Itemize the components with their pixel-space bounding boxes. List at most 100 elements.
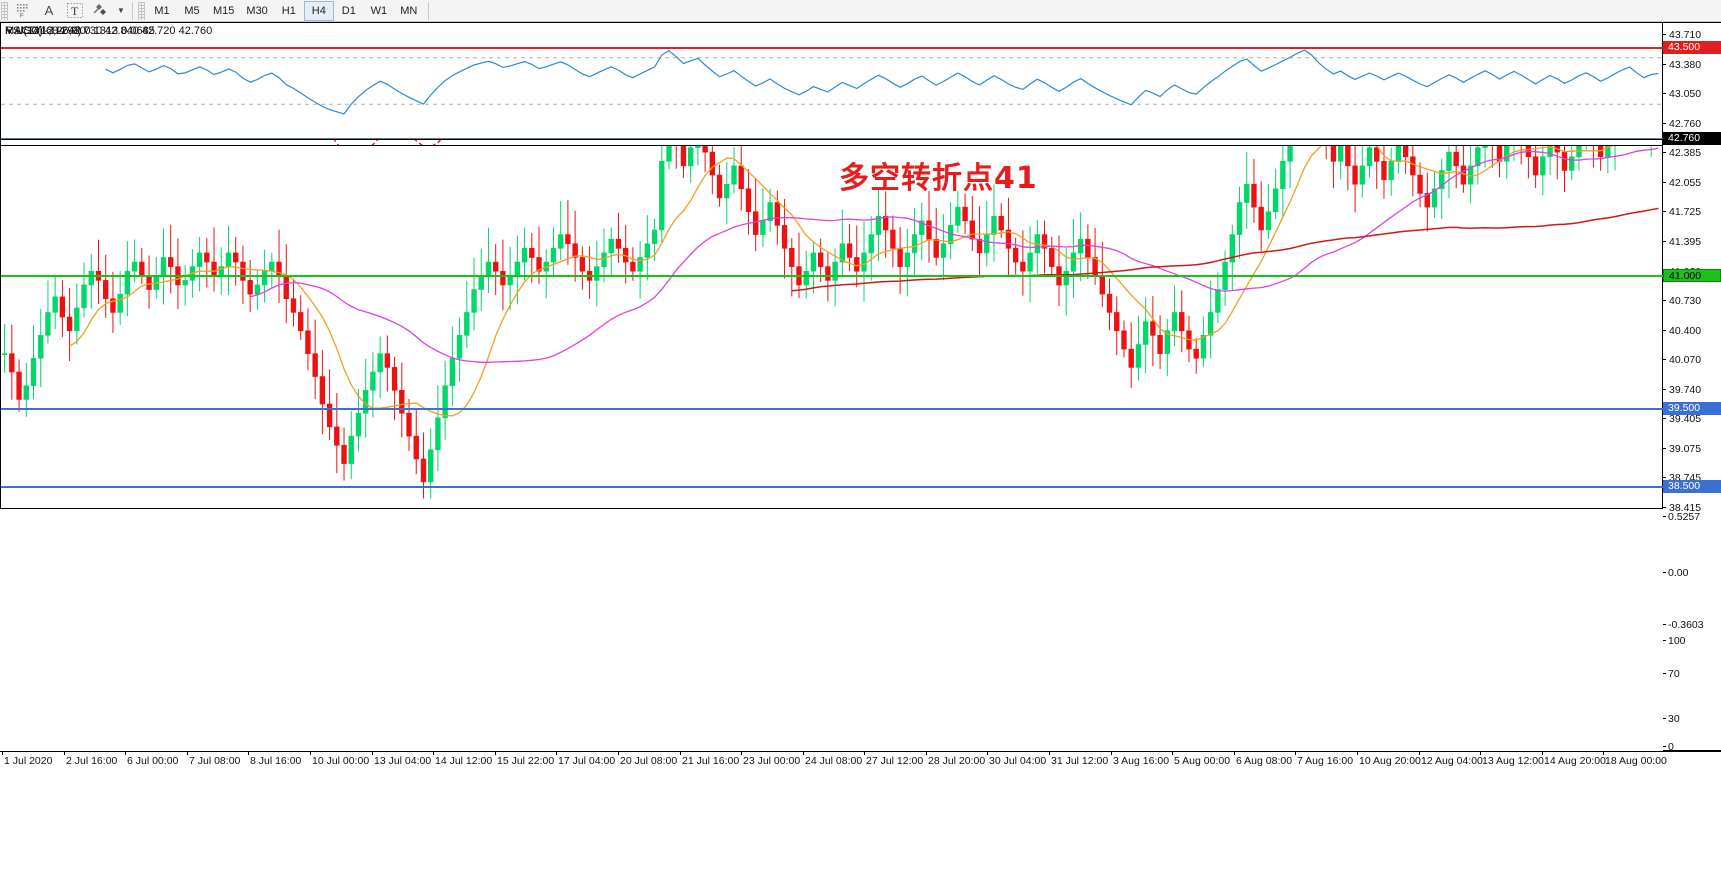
timeframe-h4[interactable]: H4 — [303, 0, 334, 21]
shapes-icon[interactable] — [88, 1, 114, 21]
timeframe-mn[interactable]: MN — [400, 4, 418, 17]
time-tick-label: 1 Jul 2020 — [4, 755, 53, 767]
time-axis[interactable]: 1 Jul 2020 2 Jul 16:00 6 Jul 00:00 7 Jul 08… — [0, 751, 1721, 775]
symbol-header: ▼ USOil-,H4 42.730 42.840 42.720 42.760 — [5, 25, 212, 37]
time-tick-mark — [1480, 752, 1481, 755]
price-level-label-39-500[interactable]: 39.500 — [1663, 402, 1721, 415]
timeframe-drag-handle[interactable] — [138, 1, 145, 20]
time-tick-label: 3 Aug 16:00 — [1113, 755, 1170, 767]
toolbar-drag-handle[interactable] — [1, 1, 8, 20]
time-tick-mark — [1049, 752, 1050, 755]
macd-header: MACD(12,26,9) 0.1313 0.0685 — [5, 25, 155, 37]
time-tick-mark — [1295, 752, 1296, 755]
chevron-down-icon[interactable]: ▼ — [117, 6, 125, 15]
price-level-label-38-500[interactable]: 38.500 — [1663, 480, 1721, 493]
time-tick-mark — [187, 752, 188, 755]
time-tick-label: 28 Jul 20:00 — [928, 755, 986, 767]
time-tick-label: 23 Jul 00:00 — [743, 755, 801, 767]
toolbar-separator — [132, 1, 133, 20]
time-tick-mark — [680, 752, 681, 755]
time-tick-mark — [64, 752, 65, 755]
price-scale[interactable]: 43.710 43.380 43.050 42.760 42.385 42.055 41.7… — [1663, 22, 1721, 753]
timeframe-m30[interactable]: M30 — [246, 4, 268, 17]
time-tick-label: 5 Aug 00:00 — [1174, 755, 1231, 767]
rsi-plot — [1, 49, 1662, 115]
time-tick-mark — [1234, 752, 1235, 755]
time-tick-mark — [1542, 752, 1543, 755]
time-tick-mark — [125, 752, 126, 755]
level-line-support-38500[interactable] — [1, 486, 1664, 488]
collapse-caret-icon[interactable]: ▼ — [5, 27, 13, 36]
rsi-panel[interactable]: RSI(14) 60.2980 — [0, 22, 1663, 140]
time-tick-label: 14 Jul 12:00 — [435, 755, 493, 767]
price-tick: 40.070 — [1663, 354, 1721, 366]
price-tick: 42.760 — [1663, 118, 1721, 130]
time-tick-label: 17 Jul 04:00 — [558, 755, 616, 767]
time-tick-label: 18 Aug 00:00 — [1605, 755, 1667, 767]
timeframe-m1[interactable]: M1 — [154, 4, 170, 17]
price-tick: 39.740 — [1663, 384, 1721, 396]
text-label-icon[interactable]: T — [62, 1, 88, 21]
time-tick-label: 14 Aug 20:00 — [1544, 755, 1606, 767]
level-line-last-42760 — [1, 138, 1664, 139]
time-tick-mark — [1357, 752, 1358, 755]
time-tick-label: 13 Aug 12:00 — [1482, 755, 1544, 767]
time-tick-mark — [372, 752, 373, 755]
time-tick-mark — [864, 752, 865, 755]
time-tick-mark — [2, 752, 3, 755]
time-tick-label: 2 Jul 16:00 — [66, 755, 118, 767]
price-tick: 43.050 — [1663, 88, 1721, 100]
time-tick-mark — [433, 752, 434, 755]
level-line-resistance-43500[interactable] — [1, 47, 1664, 49]
time-tick-label: 6 Aug 08:00 — [1236, 755, 1293, 767]
price-tick: 43.380 — [1663, 59, 1721, 71]
price-tick: 42.055 — [1663, 177, 1721, 189]
time-tick-label: 7 Aug 16:00 — [1297, 755, 1354, 767]
svg-text:T: T — [71, 4, 79, 18]
crosshair-f-icon[interactable]: F — [10, 1, 36, 21]
toolbar-separator-2 — [427, 1, 429, 20]
price-level-label-43-500[interactable]: 43.500 — [1663, 41, 1721, 54]
chart-area[interactable]: ▼ USOil-,H4 42.730 42.840 42.720 42.760 多… — [0, 22, 1721, 890]
time-tick-label: 13 Jul 04:00 — [374, 755, 432, 767]
time-tick-label: 24 Jul 08:00 — [805, 755, 863, 767]
level-line-support-39500[interactable] — [1, 408, 1664, 410]
price-tick: 39.075 — [1663, 443, 1721, 455]
price-tick: 42.385 — [1663, 147, 1721, 159]
time-tick-mark — [1603, 752, 1604, 755]
rsi-header: RSI(14) 60.2980 — [5, 25, 86, 37]
time-tick-label: 30 Jul 04:00 — [989, 755, 1047, 767]
time-tick-mark — [1172, 752, 1173, 755]
timeframe-d1[interactable]: D1 — [341, 4, 356, 17]
svg-text:F: F — [20, 13, 24, 18]
chart-annotation-text[interactable]: 多空转折点41 — [839, 161, 1038, 196]
text-font-icon[interactable]: A — [44, 3, 54, 18]
time-tick-mark — [741, 752, 742, 755]
time-tick-label: 8 Jul 16:00 — [250, 755, 302, 767]
price-tick: 41.725 — [1663, 206, 1721, 218]
price-tick: 40.730 — [1663, 295, 1721, 307]
level-line-pivot-41000[interactable] — [1, 275, 1664, 277]
timeframe-h1[interactable]: H1 — [281, 4, 296, 17]
timeframe-m15[interactable]: M15 — [213, 4, 235, 17]
time-tick-label: 20 Jul 08:00 — [620, 755, 678, 767]
price-level-label-41-000[interactable]: 41.000 — [1663, 269, 1721, 282]
price-tick: 43.710 — [1663, 29, 1721, 41]
price-level-label-42-760[interactable]: 42.760 — [1663, 132, 1721, 145]
time-tick-mark — [1111, 752, 1112, 755]
time-tick-mark — [556, 752, 557, 755]
timeframe-w1[interactable]: W1 — [370, 4, 388, 17]
price-tick: 41.395 — [1663, 236, 1721, 248]
time-tick-mark — [803, 752, 804, 755]
time-tick-mark — [495, 752, 496, 755]
time-tick-label: 15 Jul 22:00 — [497, 755, 555, 767]
time-tick-label: 21 Jul 16:00 — [682, 755, 740, 767]
time-tick-label: 27 Jul 12:00 — [866, 755, 924, 767]
price-tick: 38.415 — [1663, 502, 1721, 514]
price-tick: 40.400 — [1663, 325, 1721, 337]
timeframe-m5[interactable]: M5 — [184, 4, 200, 17]
main-toolbar: F A T ▼ M1 M5 M15 M30 H1 H4 D1 W1 MN — [0, 0, 1721, 22]
price-tick: 39.405 — [1663, 413, 1721, 425]
time-tick-mark — [987, 752, 988, 755]
time-tick-mark — [248, 752, 249, 755]
